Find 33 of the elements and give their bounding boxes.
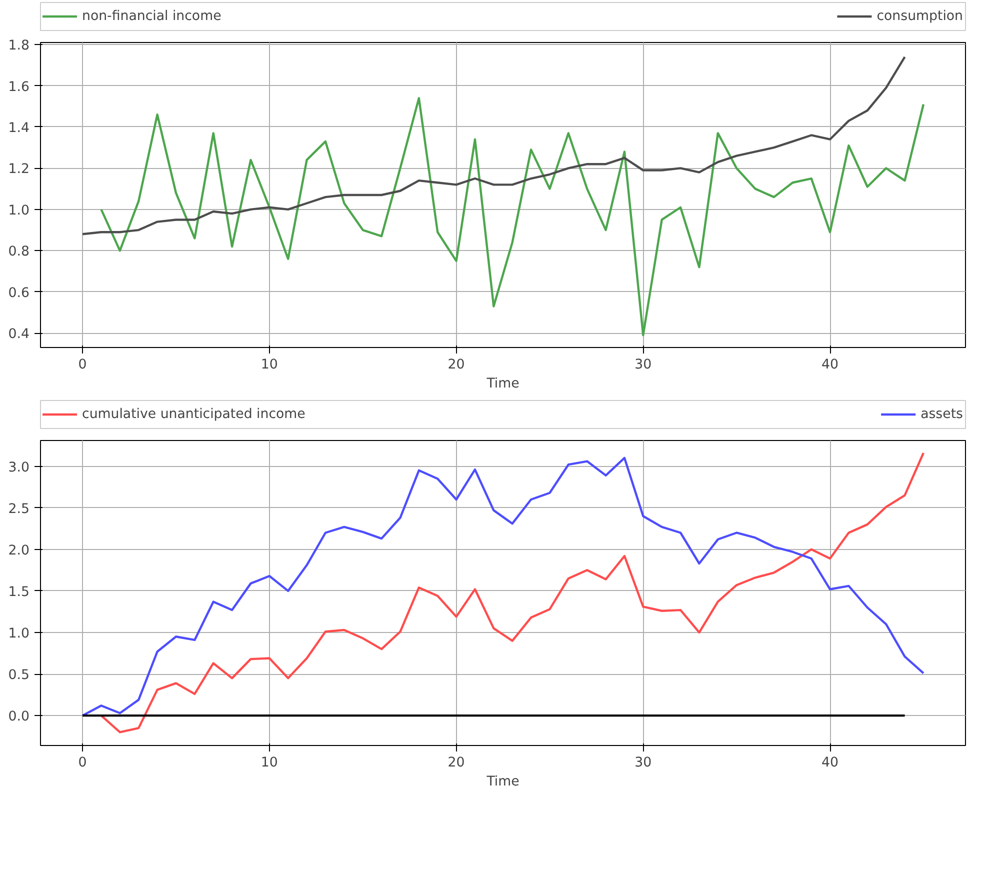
x-tick-label: 0: [78, 756, 87, 770]
y-tick-label: 1.6: [8, 80, 30, 95]
legend-label: assets: [920, 406, 963, 422]
x-tick-label: 20: [448, 358, 465, 372]
y-tick-label: 0.5: [8, 668, 30, 684]
y-tick-label: 1.2: [8, 162, 30, 178]
x-tick-label: 0: [78, 358, 87, 372]
x-tick-label: 40: [822, 358, 839, 372]
line-series: [100, 97, 925, 336]
x-axis-title: Time: [486, 376, 520, 392]
y-tick-label: 1.8: [8, 38, 30, 54]
line-series: [81, 56, 906, 236]
x-tick-label: 20: [448, 756, 465, 770]
y-tick-label: 0.6: [8, 286, 30, 301]
y-tick-label: 3.0: [8, 460, 30, 476]
x-axis-title: Time: [486, 774, 520, 790]
x-tick-label: 30: [634, 358, 652, 372]
legend-label: non-financial income: [82, 8, 222, 24]
x-tick-label: 30: [634, 756, 652, 770]
y-tick-label: 0.4: [8, 327, 30, 342]
y-tick-label: 1.0: [8, 203, 30, 218]
y-tick-label: 2.0: [8, 543, 30, 558]
y-tick-label: 0.8: [8, 244, 30, 260]
x-tick-label: 10: [260, 756, 278, 770]
y-tick-label: 2.5: [8, 502, 30, 517]
legend-label: cumulative unanticipated income: [82, 406, 306, 422]
legend-label: consumption: [876, 8, 963, 24]
x-tick-label: 40: [822, 756, 839, 770]
y-tick-label: 1.5: [8, 584, 30, 600]
y-tick-label: 0.0: [8, 710, 30, 725]
y-tick-label: 1.0: [8, 626, 30, 642]
x-tick-label: 10: [260, 358, 278, 372]
y-tick-label: 1.4: [8, 120, 30, 136]
